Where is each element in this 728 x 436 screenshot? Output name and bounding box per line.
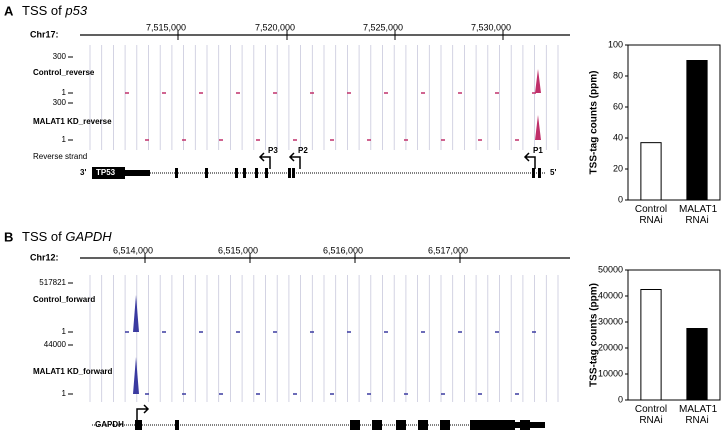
x-tick-label-box: MALAT1 RNAi: [679, 204, 718, 226]
y-tick-label: 60: [613, 101, 623, 111]
exon: [265, 168, 268, 178]
signal: [535, 115, 541, 140]
title-prefix: TSS of: [22, 229, 65, 244]
signal: [133, 295, 139, 332]
exon: [350, 420, 360, 430]
plot-frame: [627, 269, 721, 401]
bar: [686, 328, 708, 401]
y-axis-label: TSS-tag counts (ppm): [589, 283, 600, 387]
x-tick-label: Control RNAi: [634, 404, 668, 426]
gene-box: [92, 167, 125, 179]
gene-label: GAPDH: [95, 420, 124, 429]
promoter-arrow: [288, 152, 301, 169]
coordinate: 6,515,000: [218, 245, 258, 255]
y-tick-label: 40000: [598, 290, 623, 300]
y-tick-label: 0: [618, 194, 623, 204]
exon: [418, 420, 428, 430]
coordinate: 7,515,000: [146, 22, 186, 32]
y-tick-label: 100: [608, 39, 623, 49]
scale-bottom: 1: [62, 327, 67, 336]
coordinate: 6,517,000: [428, 245, 468, 255]
exon: [372, 420, 382, 430]
exon: [440, 420, 450, 430]
exon: [292, 168, 295, 178]
tss-arrow: [136, 404, 150, 421]
coordinate: 6,514,000: [113, 245, 153, 255]
track-name: Control_forward: [33, 295, 95, 304]
scale-bottom: 1: [62, 389, 67, 398]
y-tick-label: 0: [618, 394, 623, 404]
scale-bottom: 1: [62, 88, 67, 97]
chromosome: Chr12:: [30, 252, 59, 262]
panel-title: TSS of GAPDH: [22, 229, 112, 244]
gene-label: TP53: [96, 168, 116, 177]
signal: [535, 69, 541, 93]
x-tick-label: MALAT1 RNAi: [679, 404, 718, 426]
signal: [133, 357, 139, 394]
x-tick-label: MALAT1 RNAi: [679, 204, 718, 226]
exon: [125, 170, 150, 176]
promoter: P2: [298, 146, 308, 155]
track-name: Control_reverse: [33, 68, 95, 77]
utr: [515, 422, 545, 428]
exon: [538, 168, 541, 178]
y-tick-label: 30000: [598, 316, 623, 326]
scale-top: 44000: [44, 340, 67, 349]
track-name: MALAT1 KD_reverse: [33, 117, 112, 126]
scale-top: 300: [53, 52, 67, 61]
scale-top: 517821: [39, 278, 66, 287]
y-tick-label: 50000: [598, 264, 623, 274]
coordinate: 7,530,000: [471, 22, 511, 32]
exon: [235, 168, 238, 178]
bar: [640, 142, 662, 201]
exon: [532, 168, 535, 178]
y-tick-label: 20: [613, 163, 623, 173]
y-tick-label: 10000: [598, 368, 623, 378]
promoter: P1: [533, 146, 543, 155]
track-name: MALAT1 KD_forward: [33, 367, 113, 376]
panel-label: B: [4, 229, 13, 244]
x-tick-label-box: MALAT1 RNAi: [679, 404, 718, 426]
exon: [396, 420, 406, 430]
chromosome: Chr17:: [30, 29, 59, 39]
strand: Reverse strand: [33, 152, 87, 161]
exon: [255, 168, 258, 178]
x-tick-label-box: Control RNAi: [634, 404, 668, 426]
scale-bottom: 1: [62, 135, 67, 144]
title-prefix: TSS of: [22, 3, 65, 18]
panel-label: A: [4, 3, 14, 18]
x-tick-label: Control RNAi: [634, 204, 668, 226]
coordinate: 7,520,000: [255, 22, 295, 32]
exon: [470, 420, 515, 430]
exon: [175, 420, 179, 430]
title-gene: p53: [64, 3, 87, 18]
y-axis-label: TSS-tag counts (ppm): [589, 71, 600, 175]
promoter-arrow: [258, 152, 271, 169]
y-tick-label: 20000: [598, 342, 623, 352]
bar: [686, 60, 708, 201]
promoter-arrow: [523, 152, 536, 169]
exon: [288, 168, 291, 178]
bar: [640, 289, 662, 401]
promoter: P3: [268, 146, 278, 155]
x-tick-label-box: Control RNAi: [634, 204, 668, 226]
exon: [135, 420, 142, 430]
plot-frame: [627, 44, 721, 201]
coordinate: 6,516,000: [323, 245, 363, 255]
coordinate: 7,525,000: [363, 22, 403, 32]
panel-title: TSS of p53: [22, 3, 88, 18]
exon: [243, 168, 246, 178]
title-gene: GAPDH: [65, 229, 112, 244]
y-tick-label: 40: [613, 132, 623, 142]
y-tick-label: 80: [613, 70, 623, 80]
exon: [175, 168, 178, 178]
end-right: 5': [550, 168, 556, 177]
scale-top: 300: [53, 98, 67, 107]
end-left: 3': [80, 168, 86, 177]
exon: [205, 168, 208, 178]
